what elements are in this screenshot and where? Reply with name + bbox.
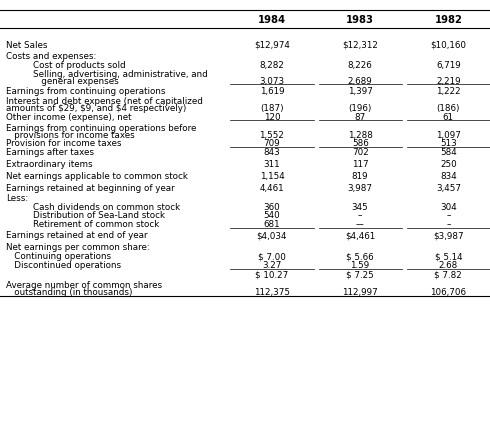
Text: 1982: 1982 (435, 16, 462, 25)
Text: (186): (186) (437, 104, 460, 112)
Text: 87: 87 (355, 112, 366, 122)
Text: 61: 61 (443, 112, 454, 122)
Text: Net earnings applicable to common stock: Net earnings applicable to common stock (6, 172, 188, 181)
Text: 513: 513 (440, 139, 457, 148)
Text: 702: 702 (352, 148, 368, 157)
Text: $12,312: $12,312 (342, 41, 378, 50)
Text: (196): (196) (348, 104, 372, 112)
Text: Earnings retained at end of year: Earnings retained at end of year (6, 231, 147, 240)
Text: Provision for income taxes: Provision for income taxes (6, 139, 122, 148)
Text: general expenses: general expenses (33, 76, 119, 85)
Text: (187): (187) (260, 104, 284, 112)
Text: 1,288: 1,288 (348, 130, 372, 139)
Text: 1,154: 1,154 (260, 172, 284, 181)
Text: Discontinued operations: Discontinued operations (6, 261, 121, 270)
Text: 1,397: 1,397 (348, 87, 372, 95)
Text: –: – (446, 211, 450, 220)
Text: 2,219: 2,219 (436, 76, 461, 85)
Text: Selling, advertising, administrative, and: Selling, advertising, administrative, an… (33, 70, 208, 79)
Text: 1,097: 1,097 (436, 130, 461, 139)
Text: $3,987: $3,987 (433, 231, 464, 240)
Text: 117: 117 (352, 160, 368, 169)
Text: Net earnings per common share:: Net earnings per common share: (6, 243, 149, 252)
Text: 1984: 1984 (258, 16, 286, 25)
Text: 250: 250 (440, 160, 457, 169)
Text: 1983: 1983 (346, 16, 374, 25)
Text: ––: –– (356, 220, 365, 229)
Text: 112,997: 112,997 (343, 287, 378, 296)
Text: outstanding (in thousands): outstanding (in thousands) (6, 287, 132, 296)
Text: Earnings from continuing operations before: Earnings from continuing operations befo… (6, 124, 196, 132)
Text: $4,034: $4,034 (257, 231, 287, 240)
Text: 681: 681 (264, 220, 280, 229)
Text: 311: 311 (264, 160, 280, 169)
Text: $12,974: $12,974 (254, 41, 290, 50)
Text: 112,375: 112,375 (254, 287, 290, 296)
Text: $ 7.25: $ 7.25 (346, 270, 374, 279)
Text: –: – (446, 220, 450, 229)
Text: 2.68: 2.68 (439, 261, 458, 270)
Text: Earnings retained at beginning of year: Earnings retained at beginning of year (6, 184, 174, 193)
Text: 360: 360 (264, 202, 280, 211)
Text: provisions for income taxes: provisions for income taxes (6, 130, 135, 139)
Text: 4,461: 4,461 (260, 184, 284, 193)
Text: 3,073: 3,073 (259, 76, 285, 85)
Text: $ 7.00: $ 7.00 (258, 252, 286, 261)
Text: 3.27: 3.27 (262, 261, 282, 270)
Text: Costs and expenses:: Costs and expenses: (6, 52, 96, 61)
Text: 106,706: 106,706 (430, 287, 466, 296)
Text: Average number of common shares: Average number of common shares (6, 281, 162, 289)
Text: –: – (358, 211, 362, 220)
Text: 8,282: 8,282 (260, 61, 284, 70)
Text: Distribution of Sea-Land stock: Distribution of Sea-Land stock (33, 211, 165, 220)
Text: 843: 843 (264, 148, 280, 157)
Text: $ 10.27: $ 10.27 (255, 270, 289, 279)
Text: Earnings from continuing operations: Earnings from continuing operations (6, 87, 166, 95)
Text: $ 7.82: $ 7.82 (435, 270, 462, 279)
Text: Cost of products sold: Cost of products sold (33, 61, 125, 70)
Text: Continuing operations: Continuing operations (6, 252, 111, 261)
Text: 709: 709 (264, 139, 280, 148)
Text: 304: 304 (440, 202, 457, 211)
Text: 6,719: 6,719 (436, 61, 461, 70)
Text: $ 5.66: $ 5.66 (346, 252, 374, 261)
Text: Retirement of common stock: Retirement of common stock (33, 220, 159, 229)
Text: $10,160: $10,160 (430, 41, 466, 50)
Text: $4,461: $4,461 (345, 231, 375, 240)
Text: 3,457: 3,457 (436, 184, 461, 193)
Text: Extraordinary items: Extraordinary items (6, 160, 93, 169)
Text: 345: 345 (352, 202, 368, 211)
Text: $ 5.14: $ 5.14 (435, 252, 462, 261)
Text: 3,987: 3,987 (347, 184, 373, 193)
Text: 819: 819 (352, 172, 368, 181)
Text: Interest and debt expense (net of capitalized: Interest and debt expense (net of capita… (6, 97, 203, 106)
Text: 586: 586 (352, 139, 368, 148)
Text: 540: 540 (264, 211, 280, 220)
Text: Less:: Less: (6, 193, 28, 202)
Text: 1,552: 1,552 (260, 130, 284, 139)
Text: Earnings after taxes: Earnings after taxes (6, 148, 94, 157)
Text: 120: 120 (264, 112, 280, 122)
Text: amounts of $29, $9, and $4 respectively): amounts of $29, $9, and $4 respectively) (6, 104, 186, 112)
Text: 8,226: 8,226 (348, 61, 372, 70)
Text: Cash dividends on common stock: Cash dividends on common stock (33, 202, 180, 211)
Text: 1.59: 1.59 (350, 261, 370, 270)
Text: Net Sales: Net Sales (6, 41, 48, 50)
Text: 834: 834 (440, 172, 457, 181)
Text: 2,689: 2,689 (348, 76, 372, 85)
Text: Other income (expense), net: Other income (expense), net (6, 112, 131, 122)
Text: 1,619: 1,619 (260, 87, 284, 95)
Text: 1,222: 1,222 (436, 87, 461, 95)
Text: 584: 584 (440, 148, 457, 157)
